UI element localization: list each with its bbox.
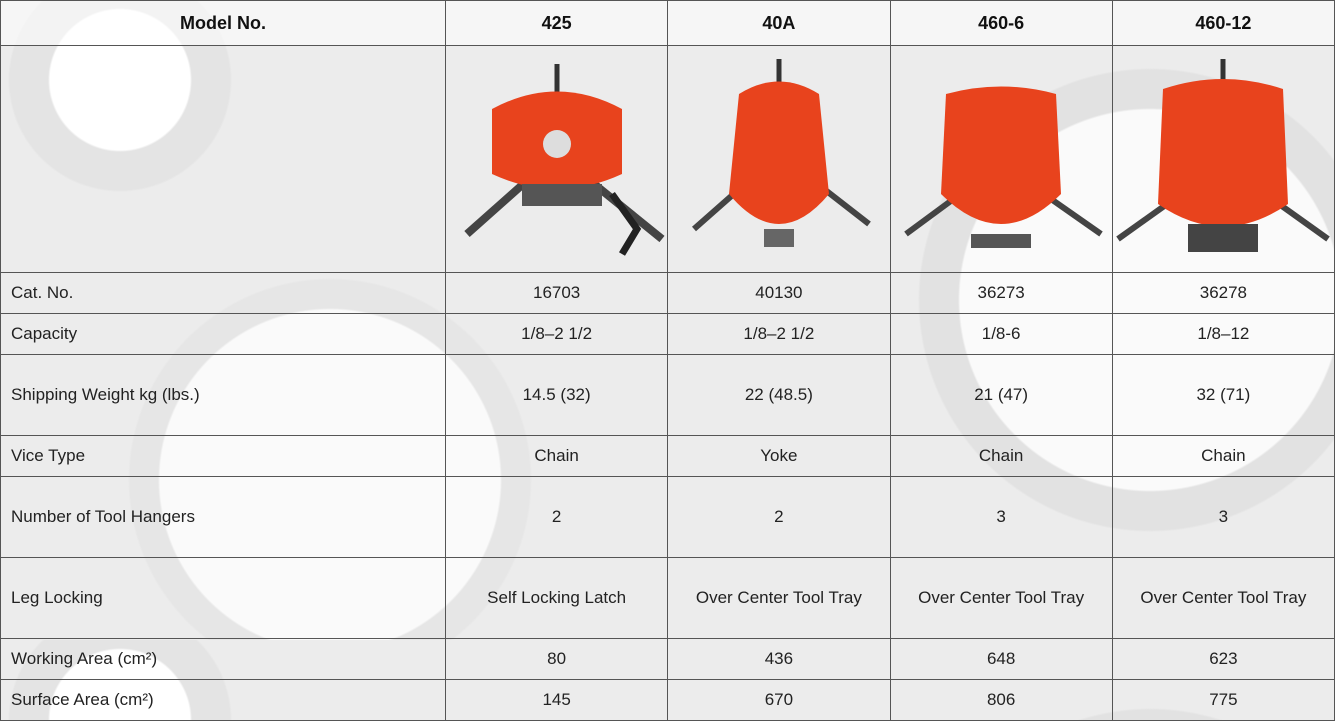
spec-value: 32 (71)	[1112, 355, 1334, 436]
tray	[1158, 79, 1288, 227]
spec-label: Number of Tool Hangers	[1, 477, 446, 558]
spec-value: 80	[446, 639, 668, 680]
spec-value: Over Center Tool Tray	[668, 558, 890, 639]
spec-value: Yoke	[668, 436, 890, 477]
product-image	[447, 54, 667, 264]
spec-label: Cat. No.	[1, 273, 446, 314]
vise	[971, 234, 1031, 248]
spec-value: Chain	[1112, 436, 1334, 477]
vise	[764, 229, 794, 247]
spec-value: 436	[668, 639, 890, 680]
spec-value: 14.5 (32)	[446, 355, 668, 436]
spec-value: 2	[668, 477, 890, 558]
spec-value: Self Locking Latch	[446, 558, 668, 639]
spec-row: Shipping Weight kg (lbs.)14.5 (32)22 (48…	[1, 355, 1335, 436]
handle	[612, 194, 637, 254]
spec-value: 16703	[446, 273, 668, 314]
image-row	[1, 46, 1335, 273]
product-image-cell	[1112, 46, 1334, 273]
tray	[941, 87, 1061, 225]
product-image	[1113, 54, 1333, 264]
vise	[1188, 224, 1258, 252]
product-image-cell	[890, 46, 1112, 273]
spec-value: 3	[1112, 477, 1334, 558]
spec-label: Surface Area (cm²)	[1, 680, 446, 721]
spec-value: Over Center Tool Tray	[1112, 558, 1334, 639]
spec-value: 21 (47)	[890, 355, 1112, 436]
empty-cell	[1, 46, 446, 273]
spec-value: 2	[446, 477, 668, 558]
spec-label: Vice Type	[1, 436, 446, 477]
product-image	[669, 54, 889, 264]
spec-value: Chain	[890, 436, 1112, 477]
spec-value: 1/8-6	[890, 314, 1112, 355]
spec-value: 145	[446, 680, 668, 721]
model-header: 425	[446, 1, 668, 46]
spec-value: 36278	[1112, 273, 1334, 314]
spec-label: Shipping Weight kg (lbs.)	[1, 355, 446, 436]
spec-value: 3	[890, 477, 1112, 558]
spec-table: Model No.42540A460-6460-12	[0, 0, 1335, 721]
spec-label: Leg Locking	[1, 558, 446, 639]
spec-value: 1/8–2 1/2	[668, 314, 890, 355]
model-header: 460-6	[890, 1, 1112, 46]
spec-value: 806	[890, 680, 1112, 721]
product-image-cell	[446, 46, 668, 273]
spec-value: 648	[890, 639, 1112, 680]
spec-value: 1/8–12	[1112, 314, 1334, 355]
spec-label: Working Area (cm²)	[1, 639, 446, 680]
spec-value: 623	[1112, 639, 1334, 680]
header-label: Model No.	[1, 1, 446, 46]
spec-value: 775	[1112, 680, 1334, 721]
product-image-cell	[668, 46, 890, 273]
page: Model No.42540A460-6460-12	[0, 0, 1335, 640]
hole	[543, 130, 571, 158]
spec-value: 670	[668, 680, 890, 721]
spec-label: Capacity	[1, 314, 446, 355]
spec-value: Over Center Tool Tray	[890, 558, 1112, 639]
spec-value: 40130	[668, 273, 890, 314]
model-header: 460-12	[1112, 1, 1334, 46]
vise	[522, 184, 602, 206]
model-header: 40A	[668, 1, 890, 46]
spec-value: 22 (48.5)	[668, 355, 890, 436]
product-image	[891, 54, 1111, 264]
tray	[729, 82, 829, 225]
spec-value: 36273	[890, 273, 1112, 314]
spec-value: 1/8–2 1/2	[446, 314, 668, 355]
spec-value: Chain	[446, 436, 668, 477]
